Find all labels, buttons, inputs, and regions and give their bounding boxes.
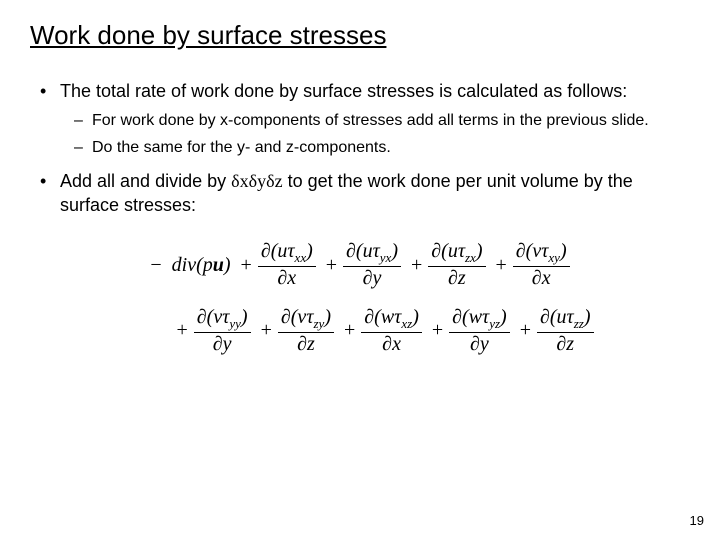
div-u: u [213, 254, 224, 276]
fraction: ∂(wτxz)∂x [361, 307, 422, 355]
div-open: div( [172, 254, 203, 276]
sub-bullet-list: – For work done by x-components of stres… [30, 111, 690, 159]
denominator: ∂z [553, 333, 577, 355]
denominator: ∂z [445, 267, 469, 289]
fraction: ∂(vτyy)∂y [194, 307, 251, 355]
plus-sign: + [496, 254, 507, 277]
div-close: ) [224, 254, 231, 276]
fraction: ∂(uτzx)∂z [428, 241, 485, 289]
numerator: ∂(wτyz) [449, 307, 510, 333]
denominator: ∂y [467, 333, 492, 355]
delta-term: δxδyδz [231, 171, 282, 191]
numerator: ∂(wτxz) [361, 307, 422, 333]
numerator: ∂(uτxx) [258, 241, 316, 267]
denominator: ∂z [294, 333, 318, 355]
page-number: 19 [690, 513, 704, 528]
bullet-icon: • [40, 169, 60, 218]
plus-sign: + [411, 254, 422, 277]
plus-sign: + [344, 319, 355, 342]
bullet-icon: • [40, 79, 60, 103]
denominator: ∂x [529, 267, 554, 289]
denominator: ∂y [210, 333, 235, 355]
plus-sign: + [261, 319, 272, 342]
denominator: ∂x [379, 333, 404, 355]
list-item: • The total rate of work done by surface… [40, 79, 690, 103]
numerator: ∂(vτxy) [513, 241, 570, 267]
numerator: ∂(uτzz) [537, 307, 594, 333]
equation: − div(pu) +∂(uτxx)∂x+∂(uτyx)∂y+∂(uτzx)∂z… [30, 241, 690, 354]
numerator: ∂(vτyy) [194, 307, 251, 333]
sub-bullet-text: For work done by x-components of stresse… [92, 111, 690, 132]
plus-sign: + [326, 254, 337, 277]
fraction: ∂(uτyx)∂y [343, 241, 401, 289]
equation-line-1: − div(pu) +∂(uτxx)∂x+∂(uτyx)∂y+∂(uτzx)∂z… [30, 241, 690, 289]
plus-sign: + [520, 319, 531, 342]
bullet-text: The total rate of work done by surface s… [60, 79, 690, 103]
denominator: ∂y [360, 267, 385, 289]
numerator: ∂(uτzx) [428, 241, 485, 267]
numerator: ∂(vτzy) [278, 307, 334, 333]
list-item: – For work done by x-components of stres… [74, 111, 690, 132]
slide-title: Work done by surface stresses [30, 20, 690, 51]
list-item: – Do the same for the y- and z-component… [74, 138, 690, 159]
dash-icon: – [74, 138, 92, 159]
plus-sign: + [176, 319, 187, 342]
fraction: ∂(wτyz)∂y [449, 307, 510, 355]
equation-line-2: +∂(vτyy)∂y+∂(vτzy)∂z+∂(wτxz)∂x+∂(wτyz)∂y… [30, 307, 690, 355]
numerator: ∂(uτyx) [343, 241, 401, 267]
div-term: div(pu) [172, 254, 231, 277]
list-item: • Add all and divide by δxδyδz to get th… [40, 169, 690, 218]
denominator: ∂x [274, 267, 299, 289]
fraction: ∂(vτzy)∂z [278, 307, 334, 355]
sub-bullet-text: Do the same for the y- and z-components. [92, 138, 690, 159]
fraction-terms: +∂(vτyy)∂y+∂(vτzy)∂z+∂(wτxz)∂x+∂(wτyz)∂y… [176, 307, 593, 355]
fraction: ∂(uτzz)∂z [537, 307, 594, 355]
plus-sign: + [432, 319, 443, 342]
div-p: p [203, 254, 213, 276]
bullet-list: • Add all and divide by δxδyδz to get th… [30, 169, 690, 218]
fraction-terms: +∂(uτxx)∂x+∂(uτyx)∂y+∂(uτzx)∂z+∂(vτxy)∂x [241, 241, 570, 289]
fraction: ∂(uτxx)∂x [258, 241, 316, 289]
bullet-text: Add all and divide by δxδyδz to get the … [60, 169, 690, 218]
plus-sign: + [241, 254, 252, 277]
minus-sign: − [150, 254, 161, 277]
fraction: ∂(vτxy)∂x [513, 241, 570, 289]
text-fragment: Add all and divide by [60, 171, 231, 191]
bullet-list: • The total rate of work done by surface… [30, 79, 690, 103]
dash-icon: – [74, 111, 92, 132]
